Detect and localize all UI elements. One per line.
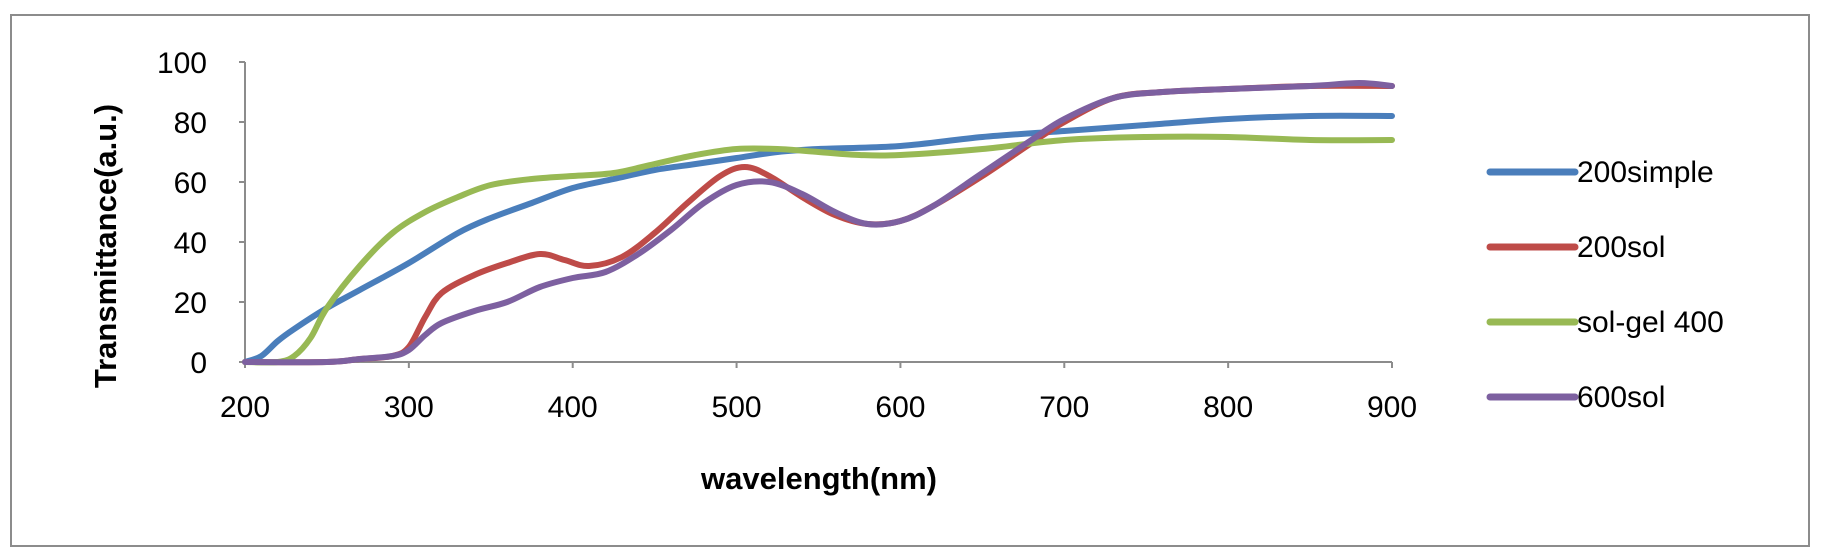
y-tick-label: 0 [190,347,207,380]
chart-frame [10,14,1810,547]
axes: 0 20 40 60 80 100 200 300 400 500 600 700 800 900 [157,47,1417,424]
x-tick-label: 300 [384,391,434,424]
x-tick-label: 900 [1367,391,1417,424]
x-axis-title: wavelength(nm) [700,461,937,496]
x-tick-label: 800 [1203,391,1253,424]
series-line-600sol [242,80,1395,366]
y-tick-label: 60 [174,167,207,200]
x-tick-label: 700 [1039,391,1089,424]
y-tick-label: 100 [157,47,207,80]
y-tick-label: 20 [174,287,207,320]
y-axis-title: Transmittance(a.u.) [88,104,123,388]
x-tick-label: 200 [220,391,270,424]
legend: 200simple 200sol sol-gel 400 600sol [1486,156,1724,414]
x-tick-label: 600 [875,391,925,424]
y-tick-label: 80 [174,107,207,140]
series-line-sol-gel-400 [242,133,1395,366]
legend-label: 200simple [1577,156,1714,189]
x-tick-label: 500 [712,391,762,424]
legend-label: sol-gel 400 [1577,306,1724,339]
series-line-200sol [242,82,1395,366]
x-tick-label: 400 [548,391,598,424]
legend-label: 200sol [1577,231,1665,264]
legend-label: 600sol [1577,381,1665,414]
y-tick-label: 40 [174,227,207,260]
series-layer [242,80,1395,366]
